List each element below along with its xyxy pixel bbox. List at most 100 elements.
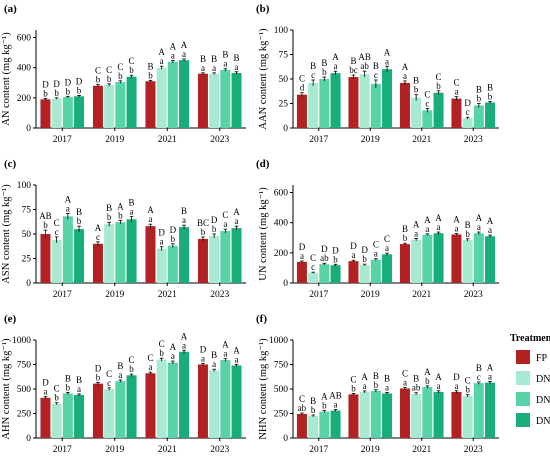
bar-FP-2017 xyxy=(296,261,307,283)
y-tick-label: 75 xyxy=(279,51,289,61)
sig-letter-upper: B xyxy=(106,203,112,213)
sig-letter-lower: b xyxy=(54,393,59,403)
sig-letter-upper: A xyxy=(181,331,188,341)
bar-FP-2021 xyxy=(145,226,156,283)
bar-DN1-2019 xyxy=(370,259,381,283)
bar-DN1-2021 xyxy=(167,245,178,283)
sig-letter-upper: A xyxy=(170,41,177,51)
bar-DN1-2021 xyxy=(167,362,178,438)
sig-letter-upper: C xyxy=(129,355,135,365)
bar-DN1-2019 xyxy=(115,222,126,283)
y-tick-label: 75 xyxy=(22,206,32,216)
sig-letter-upper: A xyxy=(95,223,102,233)
y-tick-label: 0 xyxy=(26,124,31,134)
bar-DN0-2019 xyxy=(104,224,115,283)
sig-letter-lower: ab xyxy=(320,253,329,263)
bar-DN2-2017 xyxy=(330,265,341,283)
sig-letter-lower: a xyxy=(403,71,407,81)
sig-letter-upper: B xyxy=(200,54,206,64)
sig-letter-upper: C xyxy=(384,234,390,244)
y-tick-label: 1000 xyxy=(12,336,31,346)
sig-letter-lower: c xyxy=(477,372,481,382)
sig-letter-upper: A xyxy=(222,340,229,350)
bar-DN2-2017 xyxy=(74,229,85,283)
bar-DN0-2021 xyxy=(411,97,422,128)
sig-letter-lower: c xyxy=(311,70,315,80)
sig-letter-lower: a xyxy=(488,371,492,381)
sig-letter-lower: a xyxy=(212,63,216,73)
x-tick-label: 2017 xyxy=(53,445,72,455)
legend: Treatments FP DN0 DN1 DN2 xyxy=(510,333,550,427)
y-tick-label: 400 xyxy=(274,219,289,229)
sig-letter-upper: D xyxy=(170,225,177,235)
sig-letter-upper: B xyxy=(350,56,356,66)
sig-letter-upper: B xyxy=(310,61,316,71)
bar-DN0-2017 xyxy=(51,98,62,128)
sig-letter-lower: b xyxy=(322,67,327,77)
sig-letter-lower: a xyxy=(182,340,186,350)
sig-letter-upper: AB xyxy=(329,391,342,401)
y-tick-label: 250 xyxy=(17,410,32,420)
sig-letter-upper: C xyxy=(95,66,101,76)
sig-letter-lower: b xyxy=(374,380,379,390)
sig-letter-lower: b xyxy=(107,74,112,84)
sig-letter-lower: a xyxy=(171,50,175,60)
sig-letter-lower: a xyxy=(182,49,186,59)
sig-letter-upper: B xyxy=(310,396,316,406)
sig-letter-lower: c xyxy=(311,262,315,272)
sig-letter-upper: B xyxy=(211,54,217,64)
y-axis-title: AN content (mg kg⁻¹) xyxy=(1,32,12,126)
sig-letter-lower: a xyxy=(130,206,134,216)
bar-DN2-2019 xyxy=(126,219,137,283)
sig-letter-lower: b xyxy=(96,372,101,382)
bar-DN2-2019 xyxy=(126,76,137,128)
sig-letter-lower: a xyxy=(385,243,389,253)
sig-letter-upper: D xyxy=(65,77,72,87)
bar-DN1-2021 xyxy=(422,110,433,128)
x-tick-label: 2021 xyxy=(412,290,431,300)
y-tick-label: 400 xyxy=(17,64,32,74)
sig-letter-lower: a xyxy=(363,381,367,391)
sig-letter-lower: b xyxy=(96,75,101,85)
sig-letter-upper: B xyxy=(76,375,82,385)
sig-letter-lower: a xyxy=(385,56,389,66)
bar-DN2-2017 xyxy=(74,96,85,128)
sig-letter-lower: b xyxy=(171,234,176,244)
bar-DN1-2019 xyxy=(370,83,381,128)
legend-label-DN1: DN1 xyxy=(536,395,550,406)
legend-swatch-FP xyxy=(516,350,530,364)
sig-letter-lower: a xyxy=(118,370,122,380)
bar-DN2-2019 xyxy=(126,375,137,438)
sig-letter-lower: a xyxy=(334,400,338,410)
sig-letter-upper: AB xyxy=(358,52,371,62)
sig-letter-lower: a xyxy=(235,62,239,72)
sig-letter-upper: D xyxy=(464,98,471,108)
bar-DN2-2023 xyxy=(231,72,242,128)
y-tick-label: 0 xyxy=(26,434,31,444)
y-axis-title: AAN content (mg kg⁻¹) xyxy=(258,28,269,130)
sig-letter-lower: a xyxy=(171,351,175,361)
sig-letter-upper: B xyxy=(76,207,82,217)
sig-letter-upper: A xyxy=(424,215,431,225)
panel-letter: (f) xyxy=(256,313,267,325)
sig-letter-lower: b xyxy=(54,88,59,98)
bar-FP-2019 xyxy=(92,85,103,128)
sig-letter-lower: b xyxy=(118,71,123,81)
sig-letter-upper: C xyxy=(424,89,430,99)
x-tick-label: 2017 xyxy=(309,290,328,300)
sig-letter-upper: A xyxy=(435,213,442,223)
sig-letter-lower: c xyxy=(466,107,470,117)
bar-DN1-2021 xyxy=(422,234,433,283)
bar-DN0-2023 xyxy=(209,370,220,438)
y-tick-label: 0 xyxy=(283,434,288,444)
sig-letter-upper: A xyxy=(361,372,368,382)
bar-FP-2021 xyxy=(145,373,156,438)
sig-letter-upper: C xyxy=(147,353,153,363)
bar-DN0-2023 xyxy=(209,235,220,283)
sig-letter-lower: a xyxy=(235,216,239,226)
x-tick-label: 2017 xyxy=(309,445,328,455)
sig-letter-upper: B xyxy=(465,220,471,230)
